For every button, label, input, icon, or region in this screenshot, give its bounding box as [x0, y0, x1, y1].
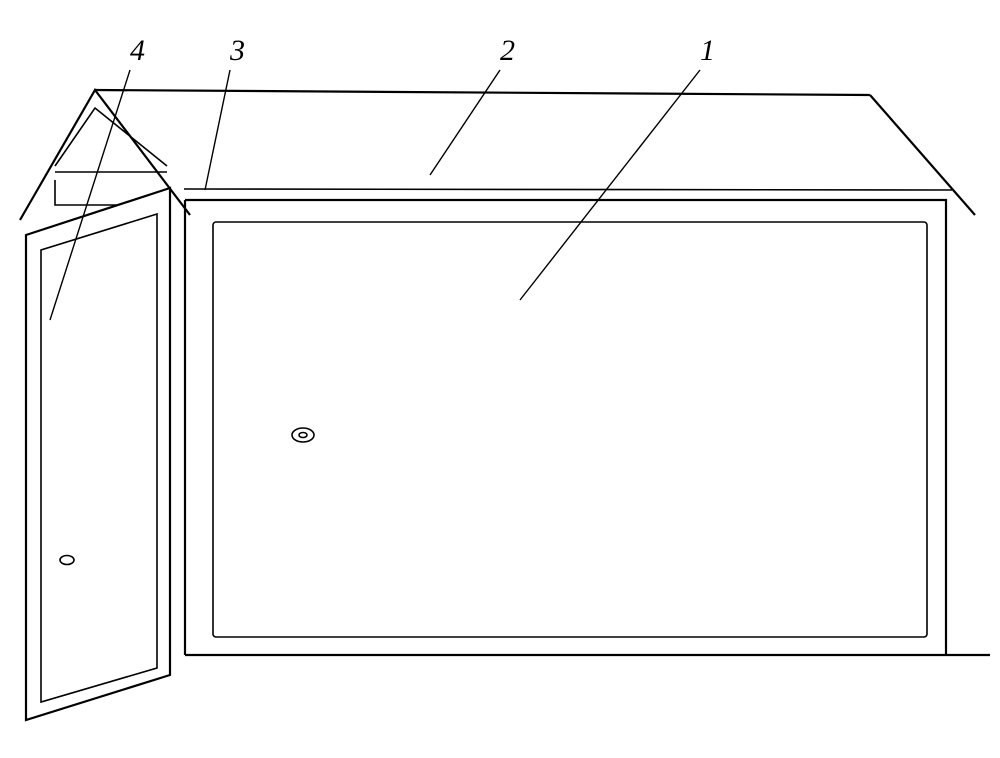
label-3: 3 — [229, 34, 245, 67]
roof-eave-front — [184, 189, 952, 190]
roof-back-slope — [870, 95, 975, 215]
front-wall-outline — [185, 200, 946, 655]
front-handle-inner — [299, 433, 307, 438]
leader-2 — [430, 70, 500, 175]
label-2: 2 — [500, 34, 515, 67]
gable-window-top — [55, 108, 167, 166]
front-panel — [213, 222, 927, 637]
label-1: 1 — [700, 34, 715, 67]
front-handle-outer — [292, 428, 314, 442]
roof-ridge — [95, 90, 870, 95]
side-door-outer — [26, 188, 170, 720]
label-4: 4 — [130, 34, 145, 67]
leader-1 — [520, 70, 700, 300]
leader-3 — [205, 70, 230, 190]
